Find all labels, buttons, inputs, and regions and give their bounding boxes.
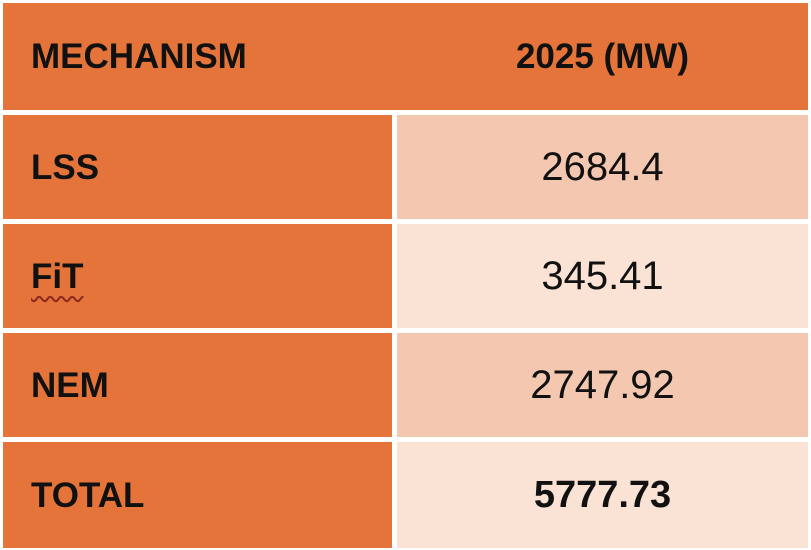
value-cell-fit: 345.41 bbox=[397, 224, 808, 328]
label-cell-nem: NEM bbox=[3, 333, 392, 437]
label-cell-total: TOTAL bbox=[3, 442, 392, 548]
header-cell-mechanism: MECHANISM bbox=[3, 3, 397, 110]
table-row-total: TOTAL 5777.73 bbox=[3, 442, 808, 548]
table-row-nem: NEM 2747.92 bbox=[3, 333, 808, 437]
table-row-lss: LSS 2684.4 bbox=[3, 115, 808, 219]
header-label-2025-mw: 2025 (MW) bbox=[515, 37, 690, 76]
row-value-fit: 345.41 bbox=[541, 254, 664, 298]
header-label-mechanism: MECHANISM bbox=[31, 37, 247, 76]
value-cell-lss: 2684.4 bbox=[397, 115, 808, 219]
row-label-nem: NEM bbox=[31, 365, 109, 405]
row-value-lss: 2684.4 bbox=[541, 145, 664, 189]
label-cell-lss: LSS bbox=[3, 115, 392, 219]
row-label-lss: LSS bbox=[31, 147, 100, 187]
row-label-total: TOTAL bbox=[31, 475, 145, 515]
table-header-row: MECHANISM 2025 (MW) bbox=[3, 3, 808, 110]
label-cell-fit: FiT bbox=[3, 224, 392, 328]
table-row-fit: FiT 345.41 bbox=[3, 224, 808, 328]
value-cell-total: 5777.73 bbox=[397, 442, 808, 548]
row-value-total: 5777.73 bbox=[533, 474, 672, 516]
row-label-fit: FiT bbox=[31, 256, 84, 296]
row-value-nem: 2747.92 bbox=[530, 363, 675, 407]
value-cell-nem: 2747.92 bbox=[397, 333, 808, 437]
header-cell-2025-mw: 2025 (MW) bbox=[397, 3, 808, 110]
